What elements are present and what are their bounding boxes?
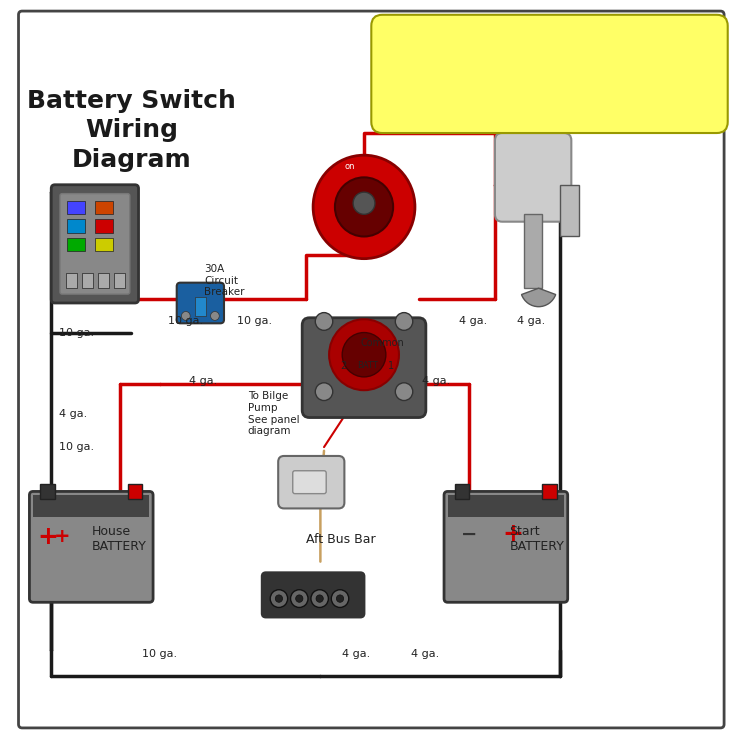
Bar	[95, 219, 113, 233]
Circle shape	[335, 177, 393, 236]
Bar	[195, 297, 207, 316]
Bar	[455, 484, 470, 499]
Wedge shape	[522, 288, 556, 307]
Circle shape	[316, 595, 323, 602]
Text: 4 ga.: 4 ga.	[59, 409, 87, 419]
Bar	[66, 273, 76, 288]
Circle shape	[395, 383, 413, 401]
Text: 10 ga.: 10 ga.	[59, 442, 93, 452]
Circle shape	[315, 313, 333, 330]
Circle shape	[182, 312, 190, 321]
Text: 30A
Circuit
Breaker: 30A Circuit Breaker	[204, 265, 245, 297]
Text: 4 ga.: 4 ga.	[422, 375, 451, 386]
Circle shape	[295, 595, 303, 602]
Bar	[542, 484, 557, 499]
Bar	[524, 214, 542, 288]
Text: 10 ga.: 10 ga.	[168, 316, 203, 327]
Bar	[67, 201, 85, 214]
Circle shape	[315, 383, 333, 401]
Bar	[98, 273, 109, 288]
Bar	[560, 185, 578, 236]
FancyBboxPatch shape	[444, 491, 567, 602]
Circle shape	[395, 313, 413, 330]
Circle shape	[337, 595, 344, 602]
Text: +: +	[37, 525, 58, 548]
FancyBboxPatch shape	[176, 282, 224, 324]
Text: 2: 2	[341, 361, 347, 371]
Bar	[114, 273, 125, 288]
Text: +: +	[54, 527, 71, 546]
Text: Aft Bus Bar: Aft Bus Bar	[306, 533, 376, 546]
Circle shape	[276, 595, 282, 602]
Bar	[95, 201, 113, 214]
FancyBboxPatch shape	[29, 491, 153, 602]
Text: Common: Common	[360, 338, 404, 348]
Bar	[95, 238, 113, 251]
Text: House
BATTERY: House BATTERY	[91, 525, 146, 554]
Text: BATT: BATT	[356, 361, 378, 370]
Circle shape	[329, 319, 399, 390]
Circle shape	[343, 333, 386, 377]
FancyBboxPatch shape	[302, 318, 426, 418]
Text: 10 ga.: 10 ga.	[142, 649, 177, 659]
Bar	[40, 484, 55, 499]
Text: 4 ga.: 4 ga.	[459, 316, 487, 327]
Circle shape	[290, 590, 308, 607]
Text: 10 ga.: 10 ga.	[237, 316, 272, 327]
Text: 30A Breaker  Bluesea PN 7181
Fuse Panel w/ground bus  Bluesea PN 5025
4 Position: 30A Breaker Bluesea PN 7181 Fuse Panel w…	[393, 37, 659, 104]
FancyBboxPatch shape	[262, 573, 364, 617]
Bar	[448, 495, 564, 517]
Text: Start
BATTERY: Start BATTERY	[509, 525, 564, 554]
Circle shape	[313, 155, 415, 259]
Text: To Bilge
Pump
See panel
diagram: To Bilge Pump See panel diagram	[248, 392, 299, 436]
FancyBboxPatch shape	[60, 194, 130, 294]
Bar	[67, 219, 85, 233]
Text: 4 ga.: 4 ga.	[190, 375, 218, 386]
Text: 4 ga.: 4 ga.	[412, 649, 440, 659]
Circle shape	[331, 590, 348, 607]
Bar	[82, 273, 93, 288]
Text: 4 ga.: 4 ga.	[517, 316, 545, 327]
Text: +: +	[503, 522, 523, 546]
Circle shape	[270, 590, 287, 607]
Text: 10 ga.: 10 ga.	[59, 327, 93, 338]
Circle shape	[353, 192, 375, 214]
Bar	[67, 238, 85, 251]
Text: 1: 1	[388, 361, 394, 371]
Circle shape	[210, 312, 219, 321]
FancyBboxPatch shape	[371, 15, 728, 133]
Text: 4 ga.: 4 ga.	[343, 649, 370, 659]
FancyBboxPatch shape	[495, 133, 571, 222]
Circle shape	[311, 590, 329, 607]
FancyBboxPatch shape	[51, 185, 138, 303]
FancyBboxPatch shape	[293, 471, 326, 494]
FancyBboxPatch shape	[278, 456, 345, 508]
Bar	[128, 484, 142, 499]
Text: Battery Switch
Wiring
Diagram: Battery Switch Wiring Diagram	[26, 89, 236, 172]
Bar	[33, 495, 149, 517]
Text: −: −	[462, 525, 478, 544]
Text: on: on	[344, 162, 355, 171]
